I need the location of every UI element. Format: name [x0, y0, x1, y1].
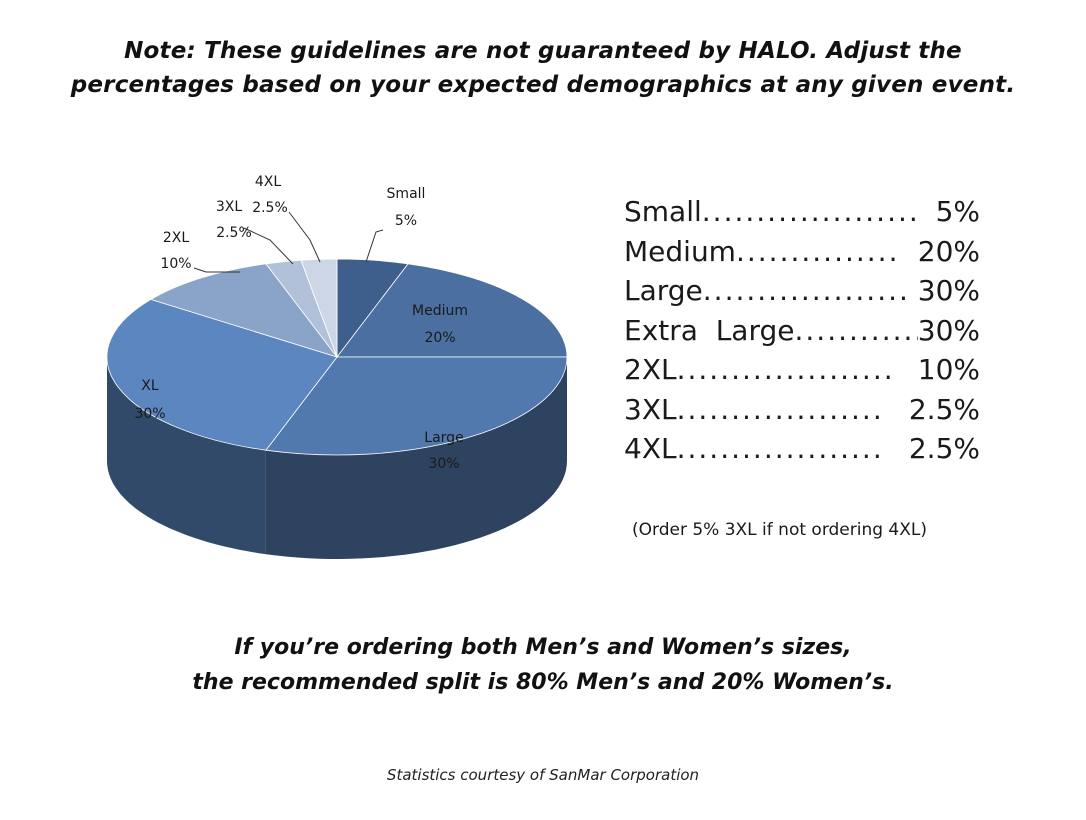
size-row-4xl: 4XL................... 2.5%: [624, 432, 980, 472]
size-value: 30%: [917, 313, 980, 347]
pie-slice-xl: [106, 298, 338, 451]
size-dots: ............: [794, 313, 918, 347]
statistics-credit: Statistics courtesy of SanMar Corporatio…: [386, 766, 700, 784]
pie-side-xl: [107, 357, 266, 555]
leader-line-2xl: [193, 267, 240, 273]
slice-label-xl-value: 30%: [134, 406, 165, 422]
size-row-large: Large................... 30%: [624, 274, 980, 314]
size-name: Extra Large: [624, 313, 795, 347]
size-name: Large: [624, 274, 703, 307]
size-dots: ...................: [676, 392, 884, 426]
slice-label-4xl-value: 2.5%: [252, 200, 288, 216]
slice-label-xl-name: XL: [141, 378, 159, 394]
size-dots: ...............: [735, 234, 900, 268]
leader-line-small: [365, 229, 384, 263]
slice-label-medium-name: Medium: [412, 303, 468, 319]
size-value: 30%: [917, 274, 980, 307]
size-dots: ...................: [676, 432, 884, 465]
size-row-2xl: 2XL.................... 10%: [624, 353, 980, 393]
pie-slice-large: [265, 356, 568, 456]
size-name: Medium: [624, 234, 736, 268]
pie-side-large: [265, 357, 567, 559]
size-row-small: Small.................... 5%: [624, 195, 980, 235]
size-value: 2.5%: [908, 392, 980, 426]
size-dots: ....................: [701, 195, 920, 228]
gender-split-line-1: If you’re ordering both Men’s and Women’…: [234, 635, 852, 660]
gender-split-note: If you’re ordering both Men’s and Women’…: [0, 630, 1086, 700]
slice-label-3xl-name: 3XL: [216, 199, 242, 215]
pie-slice-medium: [336, 263, 568, 358]
gender-split-line-2: the recommended split is 80% Men’s and 2…: [192, 670, 894, 695]
pie-slice-2xl: [149, 263, 339, 358]
order-note: (Order 5% 3XL if not ordering 4XL): [632, 520, 928, 540]
size-dots: ....................: [676, 353, 895, 386]
size-row-extra-large: Extra Large............ 30%: [624, 314, 980, 354]
size-value: 20%: [917, 234, 980, 268]
slice-label-small-name: Small: [387, 186, 426, 202]
size-name: 3XL: [624, 392, 677, 426]
size-row-3xl: 3XL................... 2.5%: [624, 393, 980, 433]
leader-line-3xl: [243, 227, 294, 265]
slice-label-large-name: Large: [424, 430, 463, 446]
size-name: Small: [624, 195, 702, 228]
size-dots: ...................: [702, 274, 910, 307]
leader-line-4xl: [288, 211, 321, 263]
slice-label-3xl-value: 2.5%: [216, 225, 252, 241]
size-value: 5%: [935, 195, 980, 228]
size-value: 2.5%: [908, 432, 980, 465]
size-row-medium: Medium............... 20%: [624, 235, 980, 275]
slice-label-medium-value: 20%: [424, 330, 455, 346]
slice-label-small-value: 5%: [395, 213, 417, 229]
size-list: Small.................... 5% Medium......…: [624, 195, 980, 472]
slice-label-2xl-value: 10%: [160, 256, 191, 272]
slice-label-2xl-name: 2XL: [163, 230, 189, 246]
disclaimer-line-2: percentages based on your expected demog…: [70, 72, 1016, 98]
slice-label-large-value: 30%: [428, 456, 459, 472]
size-name: 4XL: [624, 432, 677, 465]
disclaimer-line-1: Note: These guidelines are not guarantee…: [124, 38, 962, 64]
slice-label-4xl-name: 4XL: [255, 174, 281, 190]
disclaimer-note: Note: These guidelines are not guarantee…: [0, 34, 1086, 102]
size-value: 10%: [917, 353, 980, 386]
size-pie-chart: Small 5% Medium 20% Large 30% XL 30% 2XL…: [106, 174, 568, 559]
size-name: 2XL: [624, 353, 677, 386]
